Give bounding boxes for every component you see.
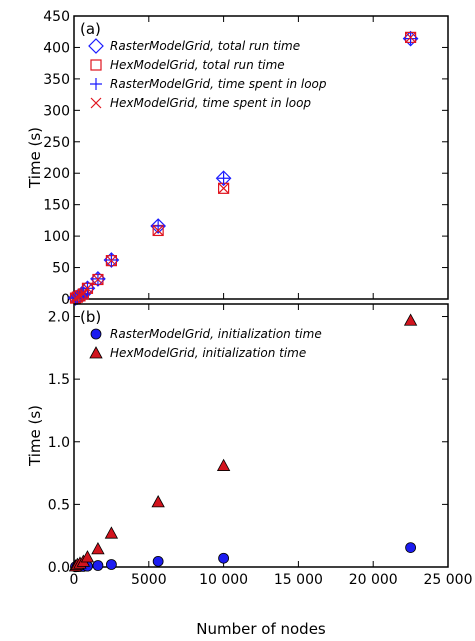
point-0 — [106, 559, 117, 570]
point-0 — [405, 542, 417, 553]
point-2 — [217, 172, 230, 185]
point-0 — [90, 328, 102, 340]
x-tick-label: 0 — [70, 572, 79, 588]
legend-entry: HexModelGrid, total run time — [110, 58, 285, 72]
panel-label: (b) — [80, 308, 101, 326]
y-tick-label: 50 — [52, 261, 70, 277]
y-tick-label: 0.0 — [48, 560, 70, 576]
point-2 — [90, 78, 102, 90]
legend-entry: HexModelGrid, initialization time — [110, 346, 306, 360]
y-tick-label: 200 — [43, 166, 70, 182]
legend-entry: HexModelGrid, time spent in loop — [110, 96, 311, 110]
y-axis-title: Time (s) — [26, 127, 44, 189]
y-tick-label: 100 — [43, 229, 70, 245]
point-2 — [404, 32, 417, 45]
point-1 — [403, 313, 418, 326]
x-tick-label: 10 000 — [199, 572, 248, 588]
x-tick-label: 20 000 — [349, 572, 398, 588]
x-tick-label: 5000 — [131, 572, 167, 588]
point-3 — [152, 225, 164, 236]
panel-b: 0.0 0.5 1.0 1.5 2.0 0 5000 10 000 15 000 20 000 25… — [26, 303, 473, 638]
point-0 — [88, 38, 104, 54]
point-3 — [82, 282, 93, 294]
series-1 — [69, 31, 417, 304]
point-3 — [77, 288, 89, 300]
legend-entry: RasterModelGrid, time spent in loop — [110, 77, 327, 91]
point-0 — [150, 218, 166, 234]
point-3 — [71, 291, 83, 303]
legend-entry: RasterModelGrid, total run time — [110, 39, 300, 53]
series-0 — [67, 30, 419, 306]
point-0 — [215, 170, 232, 187]
point-1 — [151, 495, 165, 508]
y-tick-label: 0.5 — [48, 497, 70, 513]
x-tick-label: 15 000 — [274, 572, 323, 588]
y-tick-label: 400 — [43, 40, 70, 56]
point-1 — [91, 542, 105, 555]
y-tick-label: 150 — [43, 198, 70, 214]
point-1 — [90, 59, 102, 71]
y-tick-label: 300 — [43, 103, 70, 119]
x-axis-title: Number of nodes — [196, 620, 326, 638]
point-3 — [405, 31, 417, 43]
point-3 — [105, 255, 117, 267]
point-0 — [92, 560, 104, 571]
legend: RasterModelGrid, total run time HexModelG… — [88, 38, 327, 110]
point-3 — [90, 97, 102, 109]
point-3 — [218, 182, 230, 194]
y-tick-label: 350 — [43, 72, 70, 88]
legend-entry: RasterModelGrid, initialization time — [110, 327, 322, 341]
plot-frame — [73, 303, 449, 568]
y-tick-label: 0 — [61, 292, 70, 308]
x-tick-label: 25 000 — [424, 572, 473, 588]
plot-frame — [73, 15, 449, 300]
point-1 — [80, 550, 95, 563]
point-1 — [104, 526, 119, 539]
point-0 — [218, 552, 230, 564]
point-3 — [92, 274, 104, 285]
point-1 — [216, 458, 231, 471]
panel-label: (a) — [80, 20, 101, 38]
series-1 — [68, 313, 418, 572]
y-axis-title: Time (s) — [26, 405, 44, 467]
y-tick-label: 2.0 — [48, 310, 70, 326]
point-1 — [89, 346, 103, 359]
point-0 — [152, 555, 164, 567]
legend: RasterModelGrid, initialization time HexM… — [89, 327, 322, 360]
y-tick-label: 1.0 — [48, 435, 70, 451]
y-tick-label: 1.5 — [48, 372, 70, 388]
y-tick-label: 450 — [43, 9, 70, 25]
series-2 — [69, 32, 417, 305]
series-3 — [70, 31, 417, 304]
y-tick-label: 250 — [43, 135, 70, 151]
